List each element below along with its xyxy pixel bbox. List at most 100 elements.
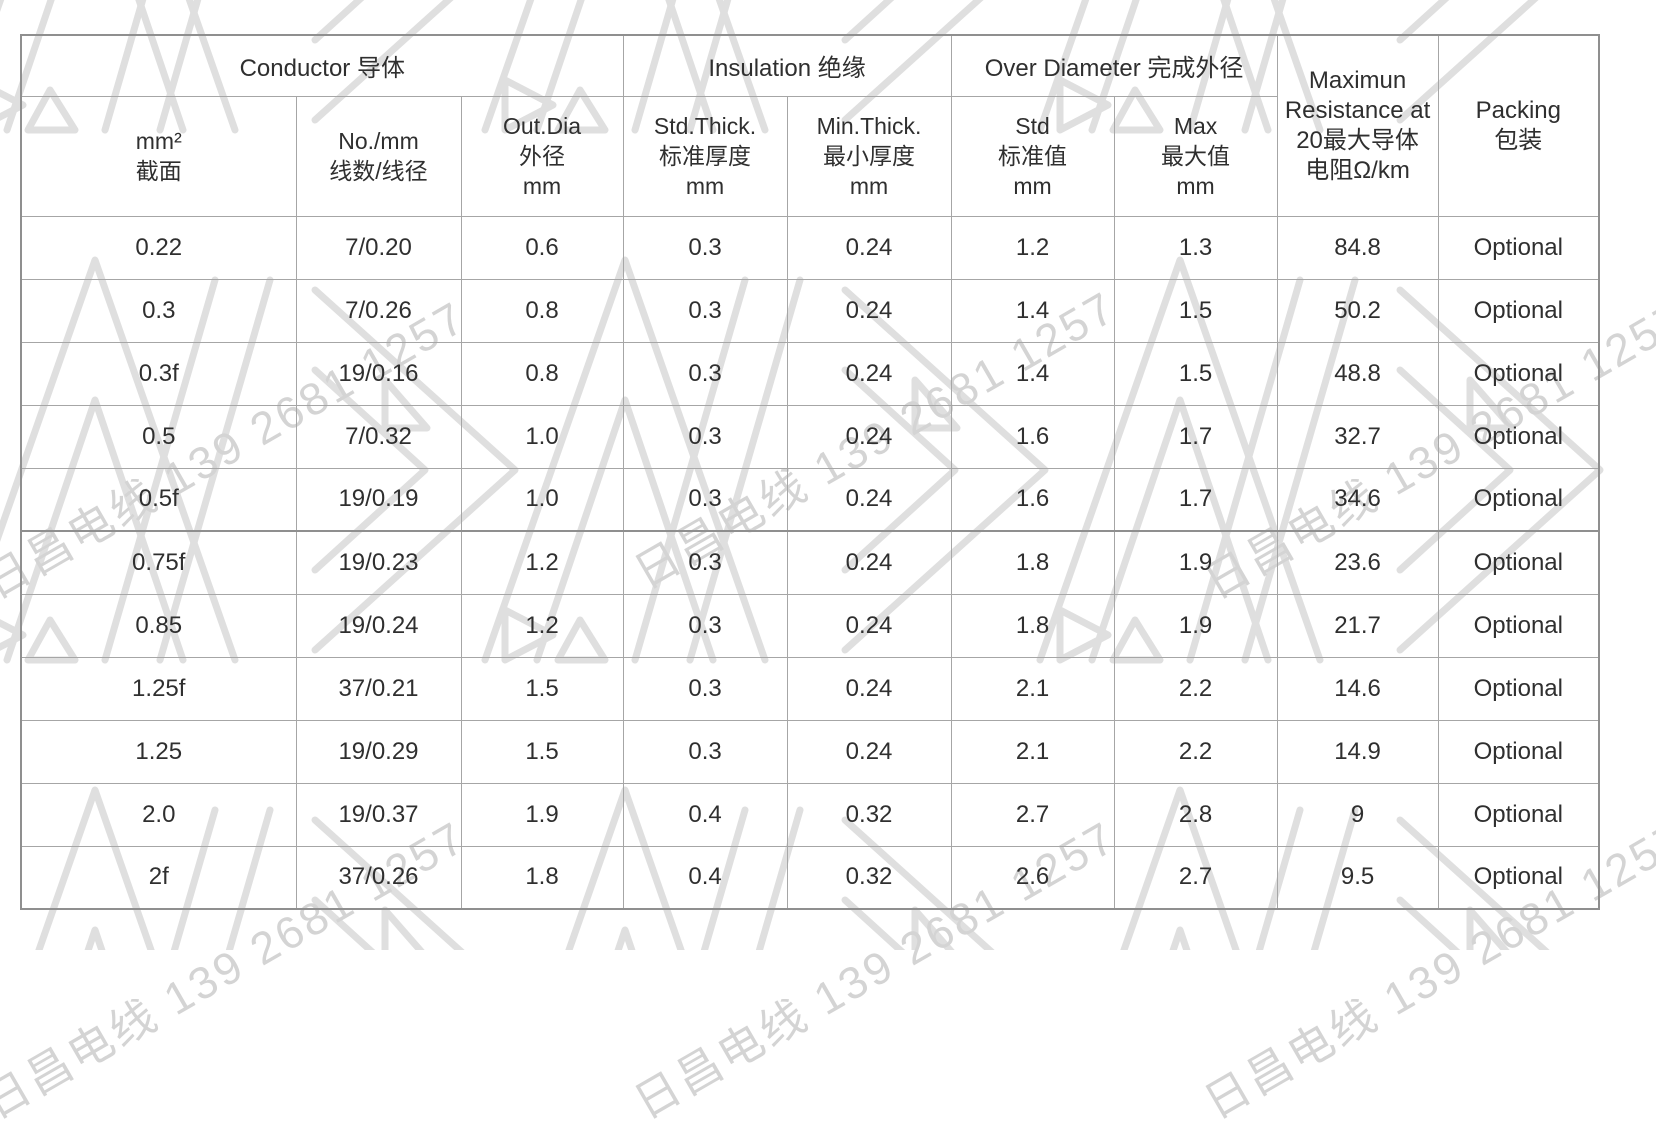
cell: 1.25 [20,719,297,784]
cell: 0.32 [786,845,952,910]
cell: 1.9 [1113,530,1278,595]
header-line: 外径 [519,143,566,169]
group-header-row: Conductor 导体 Insulation 绝缘 Over Diameter… [20,34,1600,217]
cell: 1.6 [950,467,1115,532]
cell: 0.24 [786,341,952,406]
cell: 0.22 [20,215,297,280]
cell: 0.8 [460,278,624,343]
cell: 1.0 [460,467,624,532]
cell: 0.24 [786,467,952,532]
cell: 2f [20,845,297,910]
cell: 1.9 [1113,593,1278,658]
group-header-conductor: Conductor 导体 [20,34,624,97]
cell: 0.24 [786,278,952,343]
cell: 1.9 [460,782,624,847]
cell: Optional [1437,845,1600,910]
header-line: Out.Dia [503,113,581,139]
cell: 1.5 [1113,341,1278,406]
header-line: mm [522,173,562,199]
cell: 2.7 [950,782,1115,847]
col-header-std-thick: Std.Thick. 标准厚度 mm [622,95,788,217]
cell: Optional [1437,530,1600,595]
cell: 0.3 [622,593,788,658]
cell: 0.24 [786,719,952,784]
cell: 19/0.37 [295,782,462,847]
col-header-section-area: mm² 截面 [20,95,297,217]
cell: 0.5 [20,404,297,469]
header-line: Std [1015,113,1050,139]
table-row: 2f 37/0.26 1.8 0.4 0.32 2.6 2.7 9.5 Optional [20,845,1600,910]
cell: 1.8 [950,593,1115,658]
group-header-insulation: Insulation 绝缘 [622,34,952,97]
cell: 7/0.32 [295,404,462,469]
table-row: 0.5f 19/0.19 1.0 0.3 0.24 1.6 1.7 34.6 Optional [20,467,1600,532]
cell: 9 [1276,782,1439,847]
cell: 19/0.23 [295,530,462,595]
col-header-od-std: Std 标准值 mm [950,95,1115,217]
cell: 0.3 [622,530,788,595]
cell: Optional [1437,656,1600,721]
cell: 1.4 [950,278,1115,343]
cell: 0.75f [20,530,297,595]
cell: 2.8 [1113,782,1278,847]
cell: 0.24 [786,593,952,658]
cell: 0.85 [20,593,297,658]
cell: 0.3 [622,404,788,469]
cell: 0.4 [622,782,788,847]
cell: 23.6 [1276,530,1439,595]
header-line: 截面 [135,158,182,184]
cell: 37/0.21 [295,656,462,721]
cell: 0.8 [460,341,624,406]
cell: 1.5 [1113,278,1278,343]
cell: 1.7 [1113,404,1278,469]
col-header-min-thick: Min.Thick. 最小厚度 mm [786,95,952,217]
cell: 1.2 [460,593,624,658]
cell: 1.3 [1113,215,1278,280]
cell: 14.6 [1276,656,1439,721]
cable-spec-table: Conductor 导体 Insulation 绝缘 Over Diameter… [20,34,1601,910]
cell: 0.3 [622,719,788,784]
cell: 1.2 [950,215,1115,280]
table-row: 0.3f 19/0.16 0.8 0.3 0.24 1.4 1.5 48.8 Optional [20,341,1600,406]
cell: 0.3 [622,467,788,532]
cell: Optional [1437,278,1600,343]
cell: 0.3 [622,341,788,406]
cell: 1.5 [460,719,624,784]
cell: 7/0.20 [295,215,462,280]
header-line: 包装 [1494,126,1543,154]
header-line: 标准值 [998,143,1068,169]
cell: Optional [1437,593,1600,658]
table-row: 0.22 7/0.20 0.6 0.3 0.24 1.2 1.3 84.8 Optional [20,215,1600,280]
header-line: 最大值 [1161,143,1231,169]
cell: 14.9 [1276,719,1439,784]
cell: 7/0.26 [295,278,462,343]
cell: 0.6 [460,215,624,280]
cell: 0.3 [622,656,788,721]
header-line: 标准厚度 [659,143,752,169]
cell: 50.2 [1276,278,1439,343]
header-max-resistance: Maximun Resistance at 20最大导体 电阻Ω/km [1276,34,1439,217]
cell: 1.25f [20,656,297,721]
table-row: 0.85 19/0.24 1.2 0.3 0.24 1.8 1.9 21.7 Optional [20,593,1600,658]
table-row: 0.5 7/0.32 1.0 0.3 0.24 1.6 1.7 32.7 Optional [20,404,1600,469]
header-line: Min.Thick. [816,113,922,139]
col-header-out-dia: Out.Dia 外径 mm [460,95,624,217]
spec-table-body: 0.22 7/0.20 0.6 0.3 0.24 1.2 1.3 84.8 Optional 0.… [20,215,1600,910]
cell: Optional [1437,341,1600,406]
cell: Optional [1437,467,1600,532]
cell: 2.2 [1113,656,1278,721]
cell: 34.6 [1276,467,1439,532]
table-row: 1.25 19/0.29 1.5 0.3 0.24 2.1 2.2 14.9 Optional [20,719,1600,784]
cell: 37/0.26 [295,845,462,910]
cell: 21.7 [1276,593,1439,658]
cell: 0.3 [622,215,788,280]
cell: 19/0.24 [295,593,462,658]
cell: 9.5 [1276,845,1439,910]
cell: 1.8 [460,845,624,910]
header-line: Maximun [1308,66,1407,94]
cell: 1.4 [950,341,1115,406]
cell: 0.5f [20,467,297,532]
cell: 0.24 [786,404,952,469]
header-line: Packing [1475,96,1561,124]
